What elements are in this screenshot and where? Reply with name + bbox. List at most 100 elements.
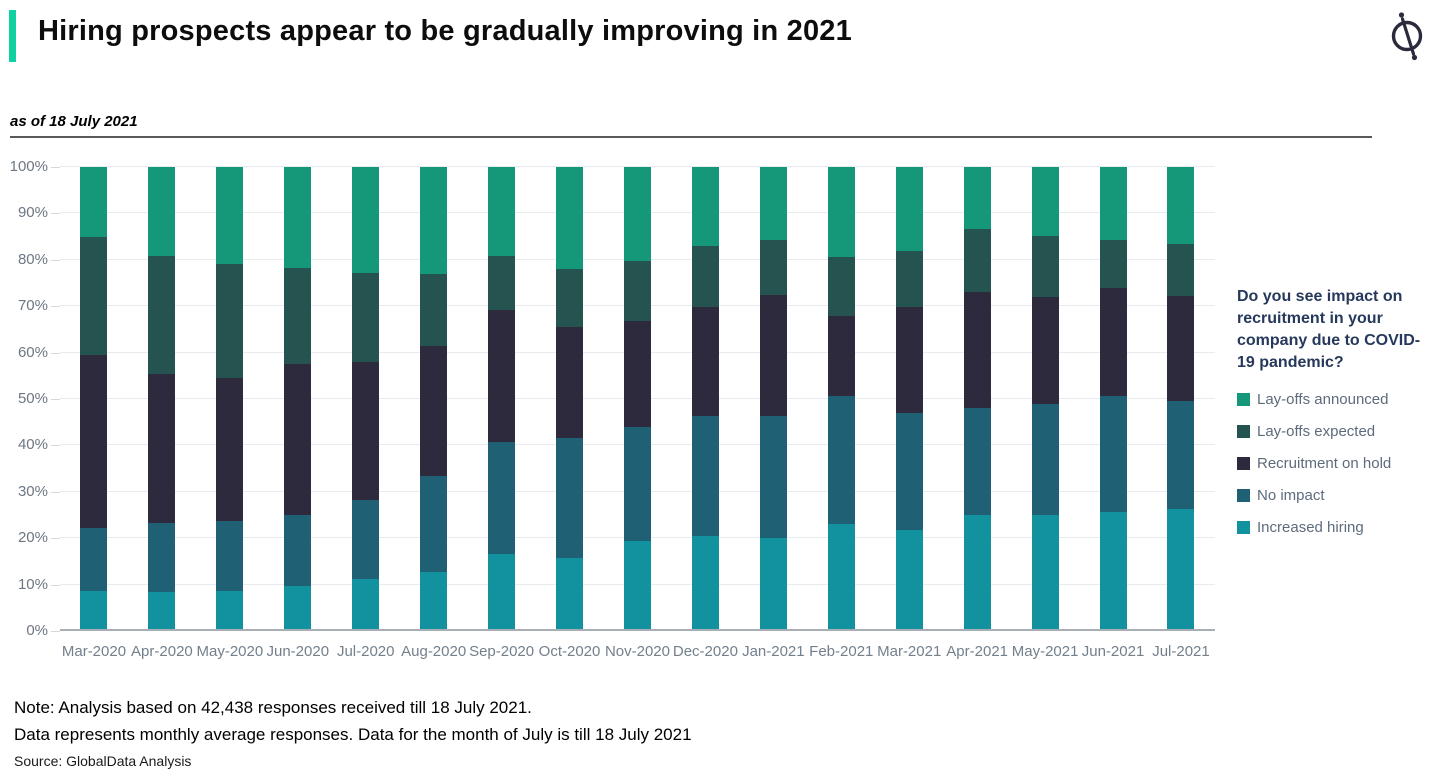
title-accent-bar — [9, 10, 16, 62]
segment-lay-offs-expected — [691, 245, 719, 307]
y-axis-ticks — [51, 167, 60, 632]
y-tick-label-80: 80% — [17, 250, 48, 268]
segment-increased-hiring — [556, 558, 584, 631]
legend-label: Increased hiring — [1257, 519, 1364, 536]
stacked-bar-Dec-2020 — [691, 167, 719, 631]
x-tick-label-Sep-2020: Sep-2020 — [469, 643, 535, 660]
segment-lay-offs-expected — [1031, 235, 1059, 298]
x-tick-label-Jul-2021: Jul-2021 — [1152, 643, 1210, 660]
legend-swatch-icon — [1237, 393, 1250, 406]
y-tick-label-70: 70% — [17, 297, 48, 315]
y-tick-mark-100 — [51, 167, 60, 168]
y-tick-mark-90 — [51, 213, 60, 215]
bar-slot-Dec-2020 — [671, 167, 739, 631]
segment-lay-offs-expected — [1167, 244, 1195, 297]
segment-no-impact — [691, 416, 719, 537]
segment-lay-offs-announced — [1099, 167, 1127, 240]
segment-increased-hiring — [1031, 515, 1059, 631]
bar-slot-Sep-2020 — [468, 167, 536, 631]
as-of-date-label: as of 18 July 2021 — [10, 113, 138, 130]
stacked-bar-Oct-2020 — [556, 167, 584, 631]
segment-no-impact — [420, 475, 448, 573]
segment-increased-hiring — [827, 523, 855, 631]
segment-recruitment-on-hold — [80, 355, 108, 528]
segment-recruitment-on-hold — [691, 306, 719, 417]
plot-area — [60, 166, 1215, 631]
note-line-1: Note: Analysis based on 42,438 responses… — [14, 698, 532, 717]
bar-slot-Apr-2021 — [943, 167, 1011, 631]
segment-recruitment-on-hold — [488, 310, 516, 443]
segment-recruitment-on-hold — [284, 364, 312, 516]
segment-increased-hiring — [352, 578, 380, 631]
y-tick-mark-40 — [51, 445, 60, 447]
segment-lay-offs-expected — [420, 274, 448, 346]
bar-slot-Jun-2020 — [264, 167, 332, 631]
segment-increased-hiring — [623, 540, 651, 631]
y-tick-label-10: 10% — [17, 575, 48, 593]
segment-lay-offs-expected — [759, 240, 787, 295]
y-tick-label-90: 90% — [17, 204, 48, 222]
y-tick-mark-10 — [51, 584, 60, 586]
segment-lay-offs-announced — [352, 167, 380, 274]
segment-no-impact — [1031, 404, 1059, 516]
x-tick-label-May-2021: May-2021 — [1011, 643, 1079, 660]
title-divider — [10, 136, 1372, 138]
segment-no-impact — [556, 438, 584, 559]
legend-label: No impact — [1257, 487, 1325, 504]
segment-no-impact — [1099, 395, 1127, 513]
segment-lay-offs-announced — [963, 167, 991, 229]
x-tick-label-Apr-2020: Apr-2020 — [131, 643, 193, 660]
segment-lay-offs-expected — [556, 269, 584, 328]
x-tick-label-Dec-2020: Dec-2020 — [672, 643, 738, 660]
y-tick-mark-0 — [51, 631, 60, 632]
y-tick-mark-50 — [51, 399, 60, 400]
bar-slot-Mar-2020 — [60, 167, 128, 631]
segment-no-impact — [1167, 401, 1195, 510]
segment-no-impact — [216, 521, 244, 592]
segment-no-impact — [759, 416, 787, 538]
x-tick-label-Feb-2021: Feb-2021 — [809, 643, 874, 660]
legend-swatch-icon — [1237, 425, 1250, 438]
segment-recruitment-on-hold — [420, 345, 448, 476]
x-tick-label-Aug-2020: Aug-2020 — [401, 643, 467, 660]
stacked-bar-Nov-2020 — [623, 167, 651, 631]
source-label: Source: GlobalData Analysis — [14, 753, 192, 769]
legend-item-increased-hiring: Increased hiring — [1237, 519, 1391, 536]
page-title: Hiring prospects appear to be gradually … — [38, 15, 852, 47]
bar-slot-May-2020 — [196, 167, 264, 631]
segment-lay-offs-expected — [623, 261, 651, 321]
y-tick-mark-80 — [51, 259, 60, 261]
segment-lay-offs-announced — [623, 167, 651, 262]
stacked-bar-Feb-2021 — [827, 167, 855, 631]
x-tick-label-May-2020: May-2020 — [196, 643, 264, 660]
segment-increased-hiring — [895, 530, 923, 631]
segment-recruitment-on-hold — [895, 306, 923, 413]
y-tick-label-40: 40% — [17, 436, 48, 454]
segment-lay-offs-announced — [691, 167, 719, 246]
stacked-bar-Jul-2021 — [1167, 167, 1195, 631]
legend-swatch-icon — [1237, 457, 1250, 470]
segment-increased-hiring — [216, 591, 244, 631]
segment-increased-hiring — [80, 590, 108, 631]
stacked-bar-Jan-2021 — [759, 167, 787, 631]
stacked-bar-Apr-2021 — [963, 167, 991, 631]
x-tick-label-Oct-2020: Oct-2020 — [538, 643, 601, 660]
y-tick-mark-20 — [51, 538, 60, 540]
x-tick-label-Mar-2020: Mar-2020 — [61, 643, 127, 660]
stacked-bar-Jul-2020 — [352, 167, 380, 631]
segment-lay-offs-expected — [284, 267, 312, 365]
legend: Lay-offs announced Lay-offs expected Recru… — [1237, 391, 1391, 552]
x-tick-label-Jun-2021: Jun-2021 — [1081, 643, 1145, 660]
segment-lay-offs-announced — [556, 167, 584, 270]
bar-slot-Nov-2020 — [604, 167, 672, 631]
legend-swatch-icon — [1237, 521, 1250, 534]
segment-lay-offs-expected — [148, 255, 176, 374]
segment-no-impact — [284, 515, 312, 587]
segment-increased-hiring — [1167, 509, 1195, 631]
segment-no-impact — [895, 412, 923, 531]
segment-increased-hiring — [488, 553, 516, 631]
segment-lay-offs-announced — [216, 167, 244, 264]
segment-recruitment-on-hold — [759, 294, 787, 417]
legend-label: Lay-offs expected — [1257, 423, 1376, 440]
bar-slot-Mar-2021 — [875, 167, 943, 631]
